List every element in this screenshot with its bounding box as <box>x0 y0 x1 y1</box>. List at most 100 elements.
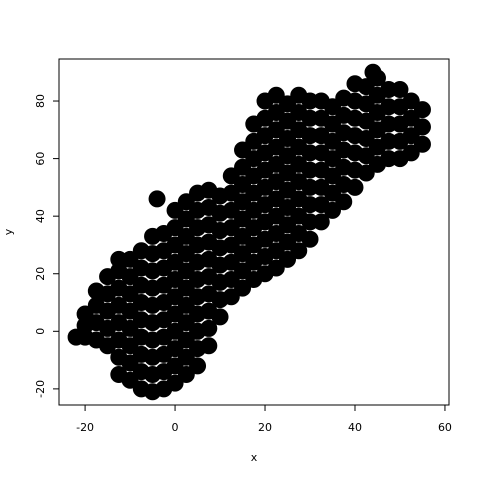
point <box>357 78 375 96</box>
point <box>177 227 195 245</box>
point <box>402 109 420 127</box>
point <box>323 115 341 133</box>
point <box>267 138 285 156</box>
y-tick-label: -20 <box>34 380 47 398</box>
point <box>222 201 240 219</box>
y-axis-label: y <box>2 228 15 235</box>
y-tick-label: 0 <box>34 328 47 335</box>
point <box>121 302 139 320</box>
point <box>177 365 195 383</box>
point <box>413 135 431 153</box>
point <box>234 227 252 245</box>
point <box>364 63 382 81</box>
point <box>222 288 240 306</box>
point <box>312 213 330 231</box>
point <box>279 112 297 130</box>
point <box>67 328 85 346</box>
point <box>234 193 252 211</box>
point <box>222 270 240 288</box>
point <box>323 132 341 150</box>
point <box>346 178 364 196</box>
point <box>166 236 184 254</box>
point <box>279 199 297 217</box>
point <box>267 190 285 208</box>
points <box>67 63 431 401</box>
point <box>121 371 139 389</box>
point <box>166 270 184 288</box>
point <box>234 279 252 297</box>
point <box>166 374 184 392</box>
point <box>222 219 240 237</box>
point <box>177 314 195 332</box>
point <box>357 147 375 165</box>
point <box>267 242 285 260</box>
point <box>402 127 420 145</box>
y-tick-label: 60 <box>34 152 47 166</box>
point <box>279 233 297 251</box>
point <box>301 230 319 248</box>
point <box>166 288 184 306</box>
point <box>177 279 195 297</box>
point <box>121 285 139 303</box>
x-tick-label: 0 <box>172 421 179 434</box>
point <box>279 95 297 113</box>
point <box>267 121 285 139</box>
point <box>189 357 207 375</box>
point <box>166 305 184 323</box>
point <box>357 112 375 130</box>
y-tick-label: 20 <box>34 267 47 281</box>
point <box>234 210 252 228</box>
point <box>177 193 195 211</box>
point <box>234 141 252 159</box>
point <box>166 253 184 271</box>
point <box>323 167 341 185</box>
point <box>279 250 297 268</box>
x-tick-label: -20 <box>76 421 94 434</box>
point <box>166 201 184 219</box>
point <box>323 184 341 202</box>
point <box>357 95 375 113</box>
point <box>323 201 341 219</box>
point <box>323 150 341 168</box>
point <box>279 129 297 147</box>
point <box>279 147 297 165</box>
point <box>267 155 285 173</box>
point <box>121 268 139 286</box>
point <box>222 253 240 271</box>
point <box>279 216 297 234</box>
point <box>234 158 252 176</box>
point <box>323 98 341 116</box>
x-tick-label: 40 <box>348 421 362 434</box>
point <box>279 164 297 182</box>
point <box>166 219 184 237</box>
point <box>391 81 409 99</box>
point <box>177 331 195 349</box>
point <box>222 236 240 254</box>
point <box>413 118 431 136</box>
x-axis-label: x <box>251 451 258 464</box>
point <box>121 354 139 372</box>
point <box>357 129 375 147</box>
point <box>121 250 139 268</box>
point <box>413 101 431 119</box>
point <box>222 184 240 202</box>
point <box>267 259 285 277</box>
point <box>267 207 285 225</box>
point <box>290 242 308 260</box>
point <box>267 173 285 191</box>
point <box>234 245 252 263</box>
point <box>234 176 252 194</box>
x-tick-label: 20 <box>258 421 272 434</box>
point <box>177 262 195 280</box>
point <box>402 144 420 162</box>
point <box>200 337 218 355</box>
y-tick-label: 80 <box>34 94 47 108</box>
point <box>121 319 139 337</box>
point <box>177 210 195 228</box>
point <box>279 181 297 199</box>
point <box>267 224 285 242</box>
point <box>166 340 184 358</box>
point <box>166 357 184 375</box>
point <box>177 296 195 314</box>
